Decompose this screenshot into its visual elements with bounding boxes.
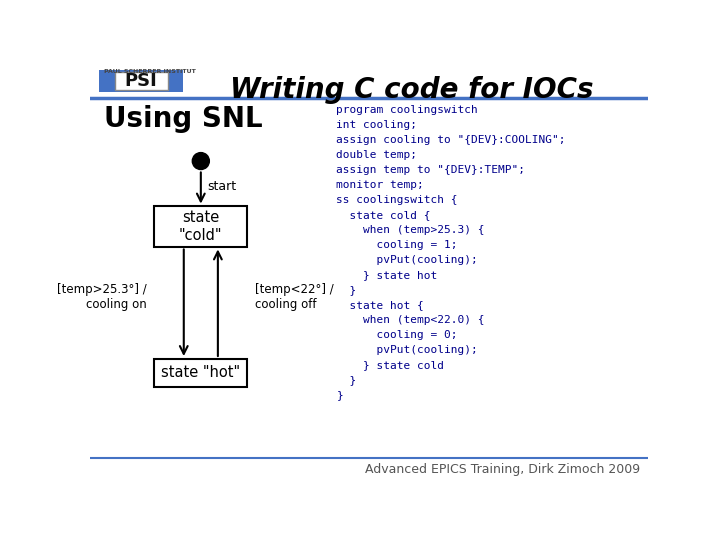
Text: PSI: PSI [125,72,158,90]
Text: }: } [336,375,356,385]
Text: assign temp to "{DEV}:TEMP";: assign temp to "{DEV}:TEMP"; [336,165,526,175]
Text: Advanced EPICS Training, Dirk Zimoch 2009: Advanced EPICS Training, Dirk Zimoch 200… [365,463,640,476]
FancyBboxPatch shape [154,359,248,387]
Text: program coolingswitch: program coolingswitch [336,105,478,115]
Text: cooling = 0;: cooling = 0; [336,330,458,340]
Text: } state hot: } state hot [336,270,438,280]
Text: Writing C code for IOCs: Writing C code for IOCs [230,76,593,104]
Text: cooling = 1;: cooling = 1; [336,240,458,250]
Text: state "hot": state "hot" [161,365,240,380]
Text: when (temp>25.3) {: when (temp>25.3) { [336,225,485,235]
Text: pvPut(cooling);: pvPut(cooling); [336,255,478,265]
Text: monitor temp;: monitor temp; [336,180,424,190]
Text: pvPut(cooling);: pvPut(cooling); [336,345,478,355]
Text: PAUL SCHERRER INSTITUT: PAUL SCHERRER INSTITUT [104,70,196,75]
Bar [99,70,183,92]
Text: state hot {: state hot { [336,300,424,310]
Text: ss coolingswitch {: ss coolingswitch { [336,195,458,205]
Text: [temp>25.3°] /
cooling on: [temp>25.3°] / cooling on [57,282,147,310]
Text: Using SNL: Using SNL [104,105,263,133]
Text: state cold {: state cold { [336,210,431,220]
Text: } state cold: } state cold [336,360,444,370]
Circle shape [192,153,210,170]
Text: when (temp<22.0) {: when (temp<22.0) { [336,315,485,325]
Text: start: start [207,180,236,193]
Text: [temp<22°] /
cooling off: [temp<22°] / cooling off [255,282,334,310]
Bar [114,72,168,90]
Text: }: } [336,285,356,295]
FancyBboxPatch shape [154,206,248,247]
Text: }: } [336,390,343,400]
Text: state
"cold": state "cold" [179,210,222,242]
Text: double temp;: double temp; [336,150,418,160]
Text: assign cooling to "{DEV}:COOLING";: assign cooling to "{DEV}:COOLING"; [336,135,566,145]
Text: int cooling;: int cooling; [336,120,418,130]
